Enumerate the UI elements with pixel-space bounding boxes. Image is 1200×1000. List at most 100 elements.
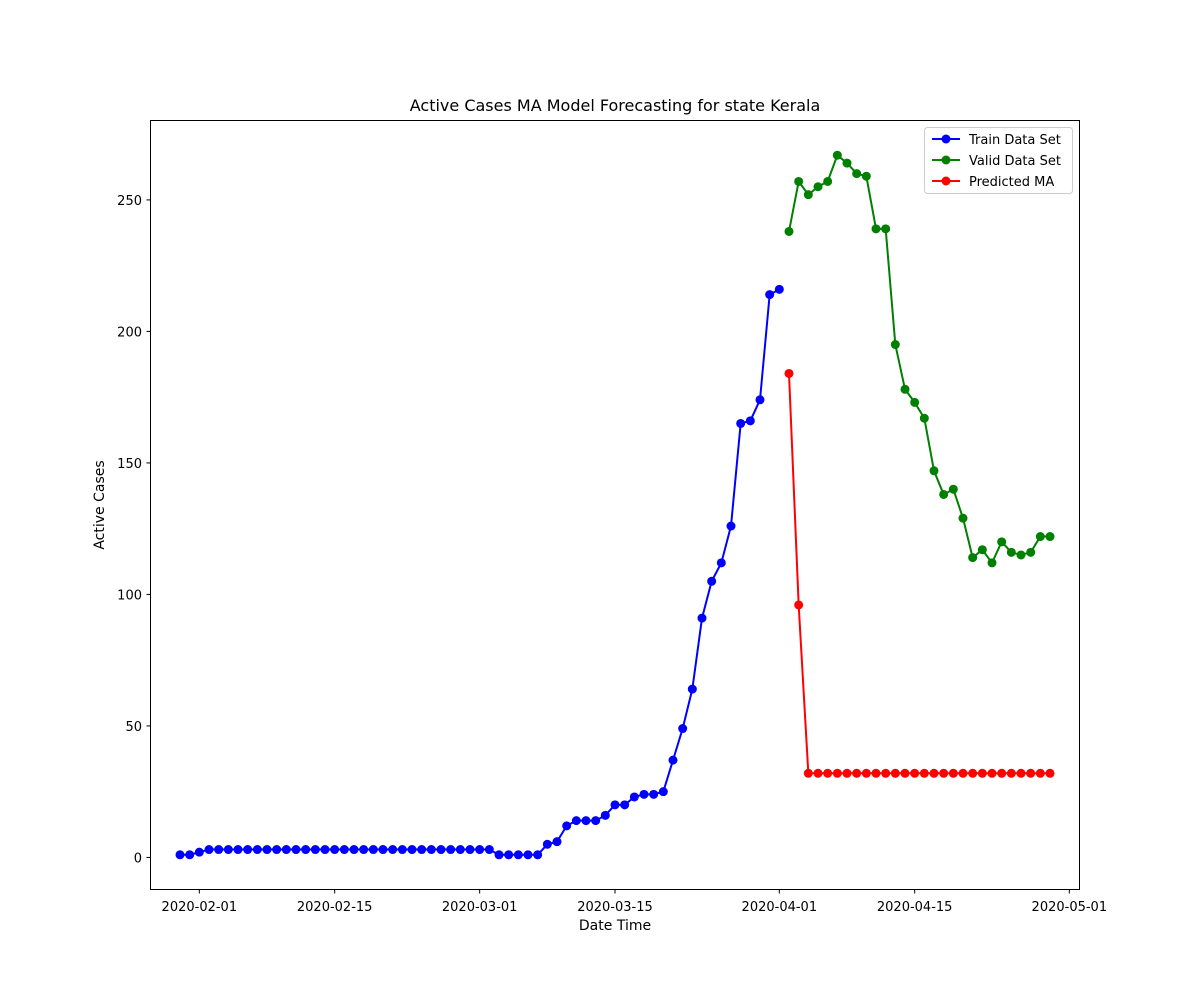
series-0	[175, 284, 784, 860]
data-point	[668, 755, 678, 765]
data-point	[755, 395, 765, 405]
x-tick-label: 2020-02-15	[297, 900, 373, 915]
data-point	[446, 845, 456, 855]
data-point	[977, 545, 987, 555]
legend-label: Predicted MA	[969, 175, 1054, 190]
data-point	[1006, 768, 1016, 778]
data-point	[987, 558, 997, 568]
y-axis: 0 50 100 150 200 250	[117, 194, 151, 866]
legend-box	[924, 127, 1073, 194]
data-point	[494, 850, 504, 860]
data-point	[629, 792, 639, 802]
data-point	[552, 837, 562, 847]
y-tick-label: 200	[117, 325, 142, 340]
x-tick-label: 2020-04-15	[877, 900, 953, 915]
data-point	[997, 537, 1007, 547]
data-point	[900, 384, 910, 394]
data-point	[310, 845, 320, 855]
data-point	[533, 850, 543, 860]
data-point	[987, 768, 997, 778]
data-point	[320, 845, 330, 855]
data-point	[803, 190, 813, 200]
data-point	[223, 845, 233, 855]
data-point	[803, 768, 813, 778]
data-point	[890, 340, 900, 350]
x-axis: 2020-02-01 2020-02-15 2020-03-01 2020-03-15…	[162, 889, 1108, 915]
data-point	[658, 787, 668, 797]
y-tick-label: 150	[117, 457, 142, 472]
data-point	[175, 850, 185, 860]
data-point	[378, 845, 388, 855]
data-point	[484, 845, 494, 855]
y-tick-label: 50	[125, 720, 142, 735]
data-point	[794, 176, 804, 186]
data-point	[1045, 532, 1055, 542]
data-point	[233, 845, 243, 855]
data-point	[842, 768, 852, 778]
data-point	[910, 397, 920, 407]
data-point	[861, 768, 871, 778]
data-point	[919, 413, 929, 423]
y-axis-label: Active Cases	[92, 460, 108, 549]
data-point	[513, 850, 523, 860]
data-point	[194, 847, 204, 857]
data-point	[465, 845, 475, 855]
data-point	[349, 845, 359, 855]
data-point	[871, 768, 881, 778]
data-point	[426, 845, 436, 855]
x-tick-label: 2020-04-01	[742, 900, 818, 915]
data-point	[185, 850, 195, 860]
data-point	[939, 489, 949, 499]
data-point	[359, 845, 369, 855]
data-point	[900, 768, 910, 778]
data-point	[581, 816, 591, 826]
data-point	[745, 416, 755, 426]
data-point	[687, 684, 697, 694]
data-point	[958, 513, 968, 523]
legend-item: Train Data Set	[932, 133, 1061, 148]
x-tick-label: 2020-05-01	[1032, 900, 1108, 915]
series-2	[784, 368, 1055, 778]
data-point	[794, 600, 804, 610]
data-point	[823, 176, 833, 186]
data-point	[939, 768, 949, 778]
data-point	[823, 768, 833, 778]
data-point	[832, 768, 842, 778]
data-point	[620, 800, 630, 810]
y-tick-label: 250	[117, 194, 142, 209]
data-point	[639, 789, 649, 799]
x-tick-label: 2020-03-15	[577, 900, 653, 915]
data-point	[1045, 768, 1055, 778]
data-point	[610, 800, 620, 810]
series-line	[788, 373, 1050, 775]
data-point	[813, 768, 823, 778]
data-point	[832, 150, 842, 160]
data-point	[262, 845, 272, 855]
data-point	[736, 418, 746, 428]
legend-item: Valid Data Set	[932, 154, 1061, 169]
data-point	[890, 768, 900, 778]
data-point	[871, 224, 881, 234]
data-point	[281, 845, 291, 855]
data-point	[774, 284, 784, 294]
data-point	[716, 558, 726, 568]
data-point	[813, 182, 823, 192]
data-point	[562, 821, 572, 831]
data-point	[407, 845, 417, 855]
data-point	[919, 768, 929, 778]
data-point	[1016, 768, 1026, 778]
data-point	[301, 845, 311, 855]
data-point	[455, 845, 465, 855]
data-point	[330, 845, 340, 855]
data-point	[417, 845, 427, 855]
data-point	[1035, 532, 1045, 542]
data-point	[968, 768, 978, 778]
data-point	[388, 845, 398, 855]
data-point	[204, 845, 214, 855]
data-point	[649, 789, 659, 799]
series-1	[784, 150, 1055, 568]
chart-title: Active Cases MA Model Forecasting for st…	[410, 96, 821, 115]
data-point	[977, 768, 987, 778]
data-point	[881, 224, 891, 234]
legend-swatch-marker	[941, 134, 951, 144]
